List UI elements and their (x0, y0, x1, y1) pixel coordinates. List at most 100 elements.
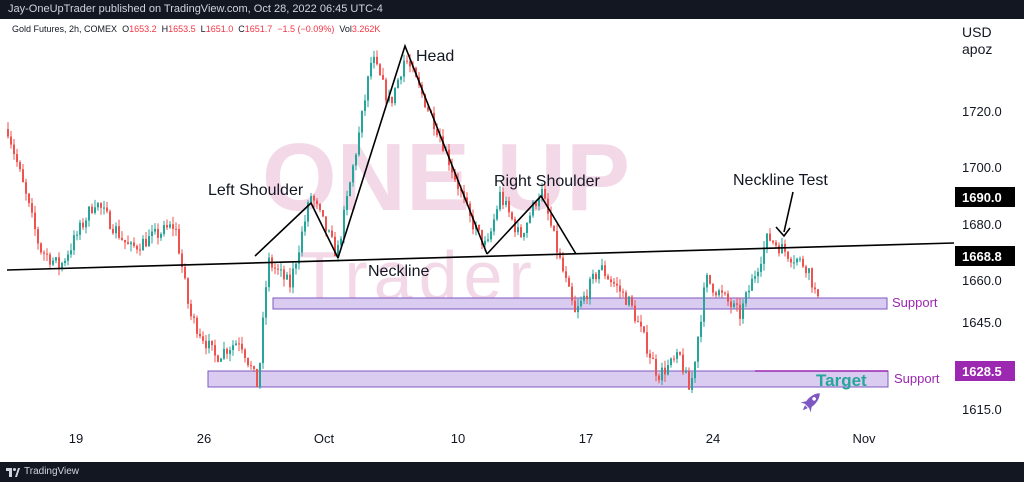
candle (379, 63, 381, 76)
candle (388, 89, 390, 103)
close-label: C (238, 24, 245, 34)
candle (391, 96, 393, 107)
candle (472, 209, 474, 235)
candle (592, 269, 594, 284)
candle (238, 337, 240, 352)
candle (505, 196, 507, 208)
candle (658, 373, 660, 384)
volume-label: Vol (339, 24, 352, 34)
candle (343, 205, 345, 244)
candle (52, 257, 54, 267)
price-badge: 1628.5 (955, 361, 1015, 381)
candle (496, 205, 498, 222)
candle (64, 258, 66, 267)
change-value: −1.5 (−0.09%) (277, 24, 335, 34)
currency-label[interactable]: USD apoz (962, 24, 992, 58)
candle (262, 311, 264, 369)
candle (229, 346, 231, 362)
low-value: 1651.0 (205, 24, 234, 34)
svg-text:1668.8: 1668.8 (962, 249, 1002, 264)
candle (481, 229, 483, 250)
candle (544, 183, 546, 200)
candle (202, 331, 204, 345)
time-tick-label: 24 (706, 431, 720, 446)
candle (793, 255, 795, 270)
time-axis[interactable]: 19 26 Oct 10 17 24 Nov (69, 431, 876, 446)
support-zone-lower (207, 370, 889, 388)
candle (37, 226, 39, 250)
candle (757, 267, 759, 284)
neckline-line (6, 242, 955, 271)
candle (421, 81, 423, 98)
candle (661, 362, 663, 386)
time-tick-label: 10 (451, 431, 465, 446)
head-line (337, 43, 488, 259)
candle (478, 224, 480, 232)
candle (247, 357, 249, 368)
price-axis[interactable]: 1720.0 1700.0 1680.0 1660.0 1645.0 1615.0 1690… (955, 104, 1015, 417)
candle (280, 263, 282, 277)
candle (538, 193, 540, 211)
price-badge: 1668.8 (955, 246, 1015, 266)
candle (733, 300, 735, 310)
target-label: Target (816, 371, 867, 390)
candle (781, 237, 783, 254)
candle (376, 50, 378, 66)
candle (754, 270, 756, 283)
candle (745, 291, 747, 308)
candle (190, 299, 192, 321)
candle (370, 56, 372, 80)
high-label: H (161, 24, 169, 34)
candle (457, 173, 459, 196)
head-label: Head (416, 48, 454, 65)
candle (427, 104, 429, 112)
candle (697, 335, 699, 368)
price-tick-label: 1615.0 (962, 402, 1002, 417)
candle (307, 200, 309, 227)
price-tick-label: 1660.0 (962, 273, 1002, 288)
candle (400, 75, 402, 85)
candle (502, 187, 504, 210)
candle (277, 263, 279, 275)
time-tick-label: 17 (579, 431, 593, 446)
candle (256, 368, 258, 388)
candle (352, 163, 354, 187)
candle (133, 237, 135, 248)
candle (217, 354, 219, 363)
candle (361, 110, 363, 138)
candle (160, 232, 162, 241)
candle (166, 219, 168, 230)
candle (589, 276, 591, 305)
candle (433, 106, 435, 136)
candle (115, 222, 117, 239)
candle (358, 126, 360, 157)
candle (520, 224, 522, 238)
candle (88, 205, 90, 227)
watermark-logo: ONE UP (262, 124, 630, 231)
candle (610, 276, 612, 287)
candle (817, 288, 819, 298)
candle (679, 351, 681, 356)
svg-text:1690.0: 1690.0 (962, 190, 1002, 205)
candle (739, 297, 741, 326)
support-label-lower: Support (894, 371, 940, 386)
candle (43, 250, 45, 261)
candle (301, 226, 303, 257)
candle (514, 216, 516, 237)
candle (403, 54, 405, 83)
candle (484, 236, 486, 252)
candle (61, 261, 63, 272)
right-shoulder-label: Right Shoulder (494, 173, 601, 190)
symbol-name[interactable]: Gold Futures, 2h, COMEX (12, 24, 118, 34)
volume-value: 3.262K (351, 24, 381, 34)
candles-series (7, 50, 819, 393)
candle (91, 203, 93, 215)
candle (532, 200, 534, 218)
candle (205, 335, 207, 355)
candle (286, 271, 288, 280)
candle (616, 277, 618, 293)
candle (778, 242, 780, 257)
candle (640, 314, 642, 333)
candle (700, 314, 702, 343)
